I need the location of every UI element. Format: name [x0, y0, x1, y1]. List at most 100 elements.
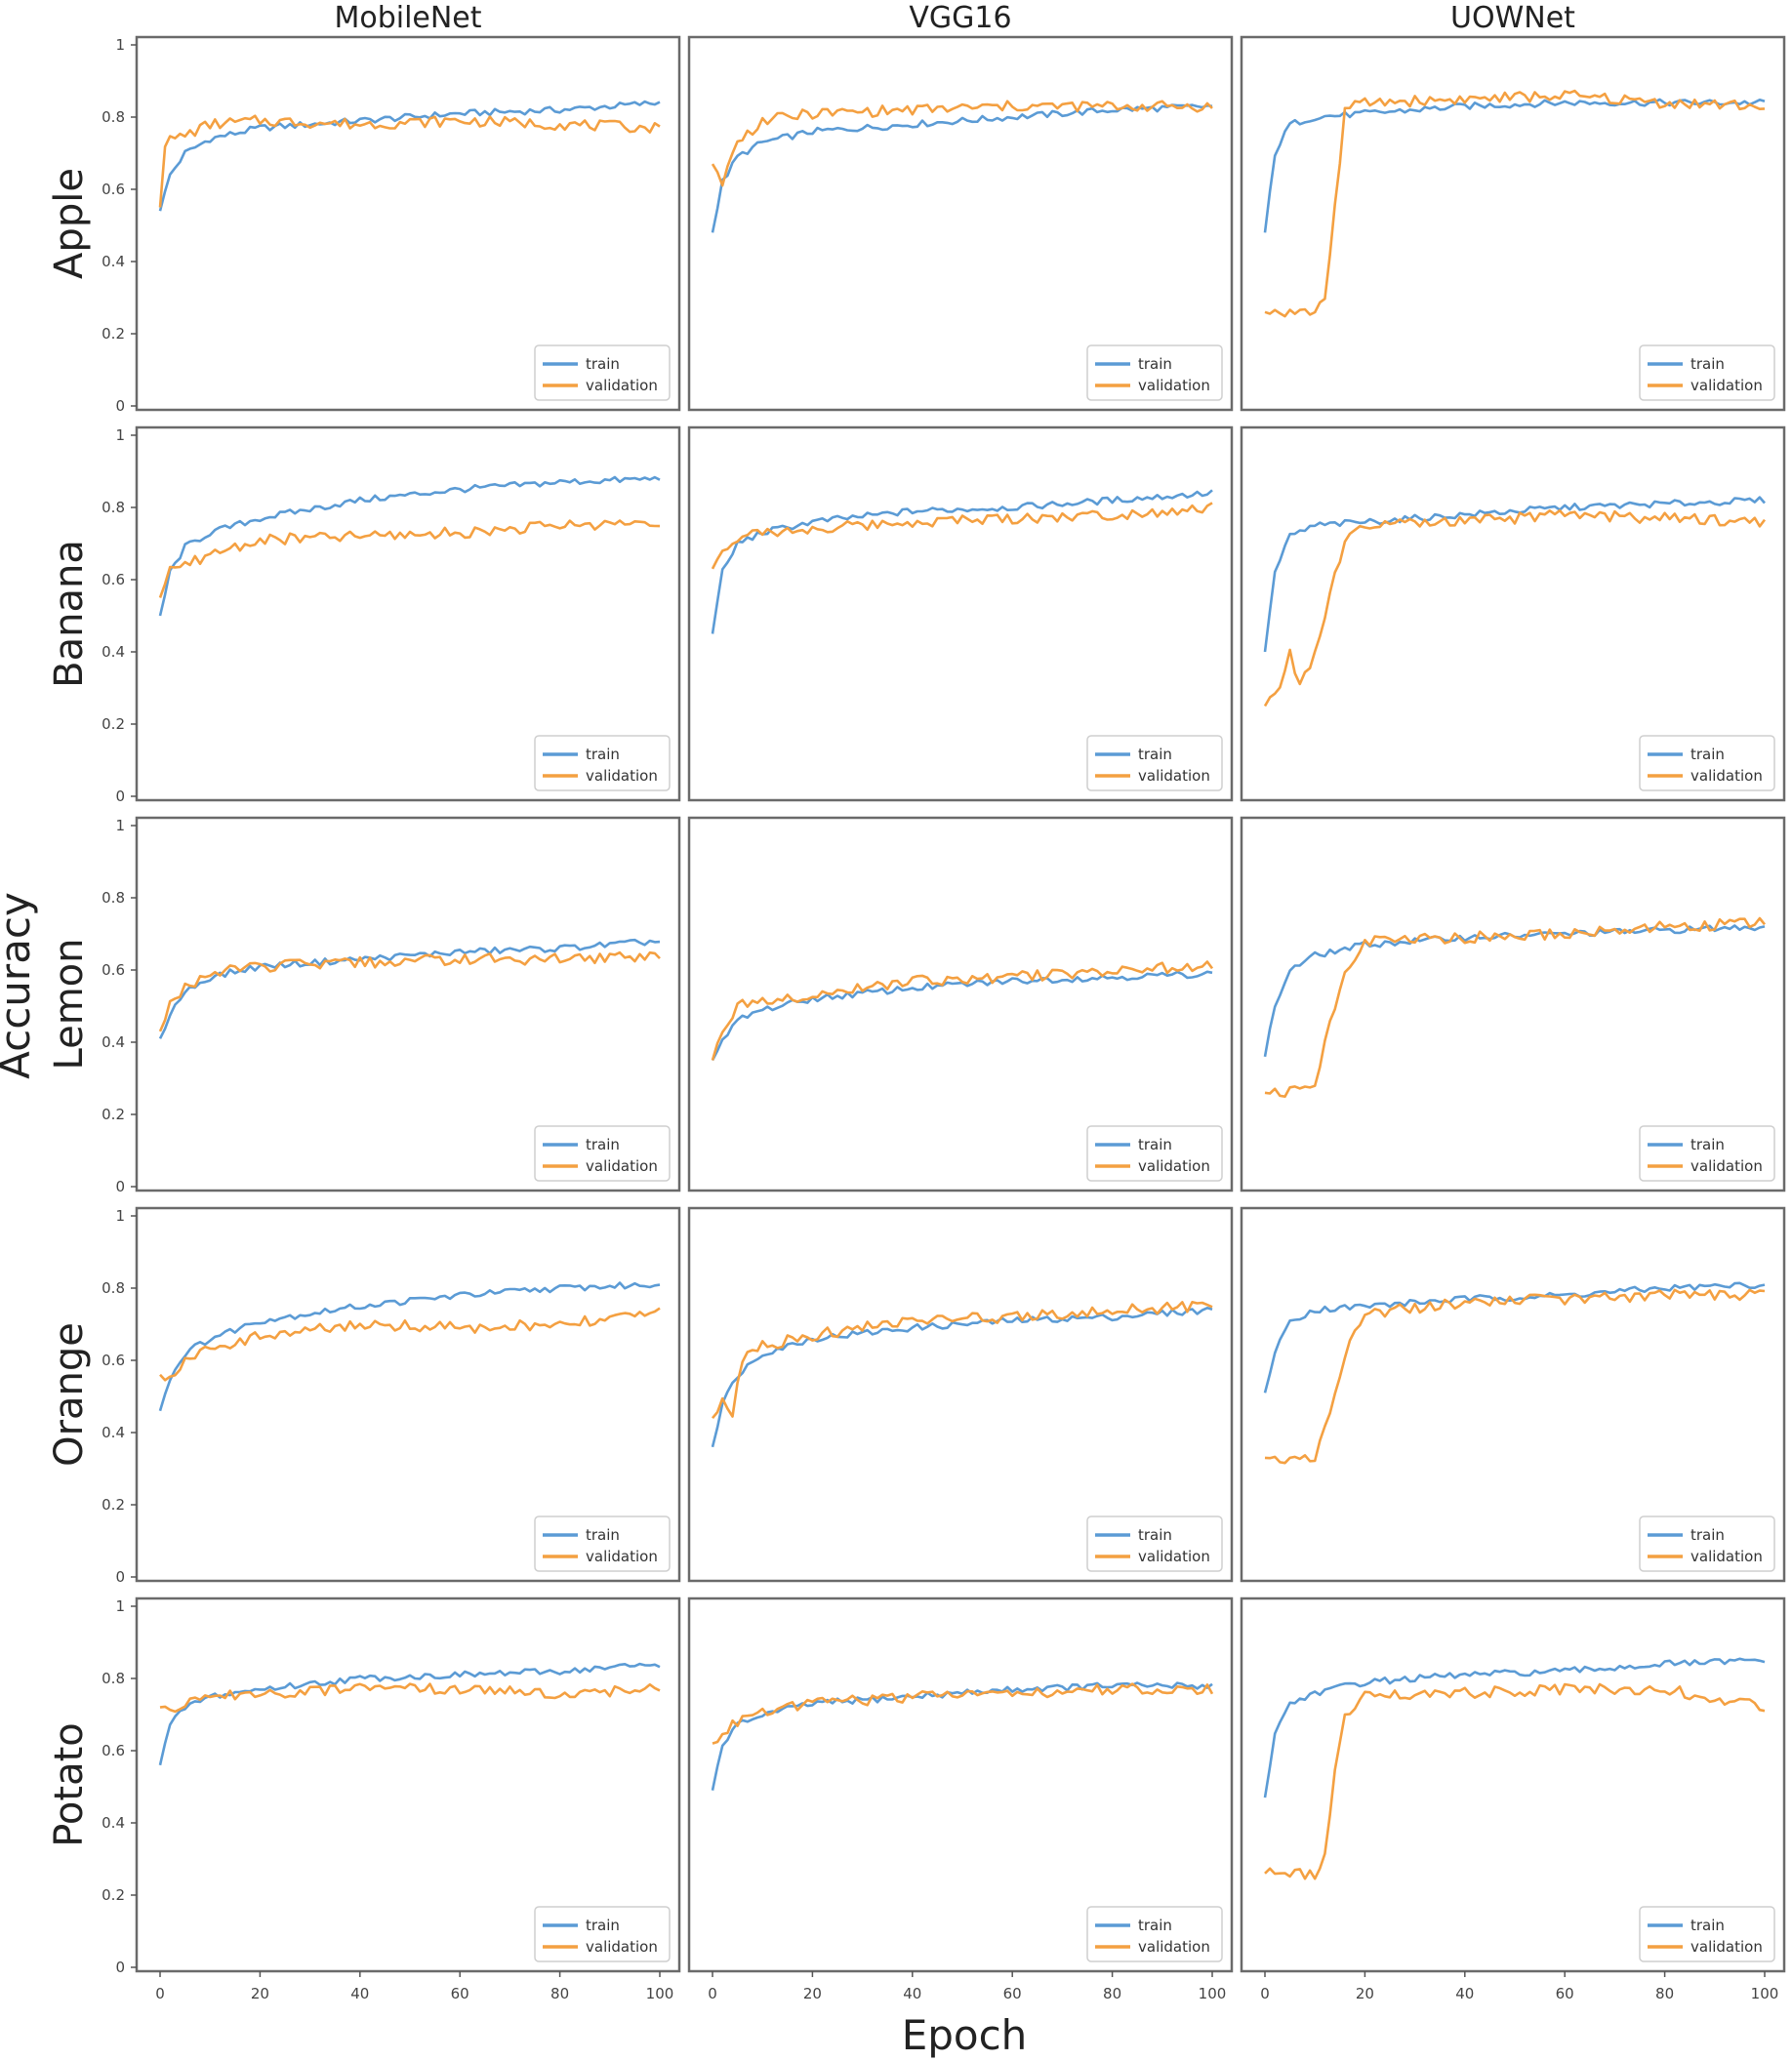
panel-banana-mobilenet: train validation: [135, 425, 681, 802]
legend-label-train: train: [1138, 1917, 1172, 1934]
series-train-line: [158, 938, 661, 1039]
legend-label-train: train: [1138, 1526, 1172, 1544]
legend-label-validation: validation: [1690, 1938, 1763, 1956]
series-validation-line: [158, 950, 661, 1032]
series-train-line: [158, 1662, 661, 1766]
y-tick-label: 0.2: [102, 325, 125, 343]
row-label-apple: Apple: [47, 168, 92, 279]
series-validation-line: [1264, 1288, 1766, 1465]
panel-banana-vgg16: train validation: [687, 425, 1234, 802]
series-validation-line: [159, 1682, 661, 1714]
legend: train validation: [534, 1125, 671, 1182]
legend-label-validation: validation: [1690, 1548, 1763, 1565]
series-train-line: [158, 1281, 661, 1412]
x-tick-label: 20: [803, 1985, 822, 2002]
y-tick-label: 1: [115, 1207, 125, 1225]
y-tick-label: 0.8: [102, 889, 125, 907]
y-tick-label: 0.8: [102, 108, 125, 126]
x-tick-label: 40: [903, 1985, 921, 2002]
series-validation-line: [711, 100, 1213, 187]
x-tick-label: 80: [1103, 1985, 1121, 2002]
legend-label-train: train: [586, 746, 620, 763]
y-tick-label: 0.6: [102, 961, 125, 979]
legend-label-validation: validation: [1138, 1548, 1210, 1565]
panel-orange-vgg16: train validation: [687, 1206, 1234, 1583]
series-validation-line: [711, 960, 1214, 1061]
row-label-potato: Potato: [47, 1722, 92, 1847]
x-tick-label: 60: [451, 1985, 469, 2002]
legend-label-validation: validation: [586, 1157, 658, 1175]
y-tick-label: 1: [115, 426, 125, 444]
x-tick-label: 0: [708, 1985, 717, 2002]
series-validation-line: [711, 1301, 1213, 1420]
x-tick-label: 60: [1556, 1985, 1574, 2002]
y-tick-label: 1: [115, 817, 125, 834]
y-tick-label: 0.6: [102, 571, 125, 588]
legend-label-validation: validation: [1138, 767, 1210, 785]
legend-label-train: train: [586, 355, 620, 373]
y-tick-label: 0: [115, 788, 125, 805]
row-label-orange: Orange: [47, 1322, 92, 1467]
y-tick-label: 0.4: [102, 1424, 125, 1441]
legend-label-validation: validation: [1690, 1157, 1763, 1175]
series-validation-line: [158, 114, 661, 208]
x-tick-label: 20: [1356, 1985, 1374, 2002]
series-train-line: [711, 489, 1213, 634]
model-title-mobilenet: MobileNet: [334, 1, 481, 35]
y-tick-label: 0.8: [102, 499, 125, 516]
legend-label-validation: validation: [586, 1548, 658, 1565]
y-tick-label: 0.4: [102, 1814, 125, 1832]
legend-label-train: train: [1690, 746, 1725, 763]
legend-label-validation: validation: [586, 767, 658, 785]
y-tick-label: 0: [115, 1568, 125, 1586]
y-tick-label: 0.2: [102, 1496, 125, 1514]
x-tick-label: 20: [251, 1985, 269, 2002]
x-tick-label: 80: [1655, 1985, 1674, 2002]
series-validation-line: [1264, 1682, 1766, 1880]
row-label-banana: Banana: [47, 540, 92, 688]
legend-label-train: train: [1138, 746, 1172, 763]
legend-label-validation: validation: [1690, 767, 1763, 785]
y-tick-label: 0.6: [102, 181, 125, 198]
legend-label-train: train: [586, 1526, 620, 1544]
y-tick-label: 0.4: [102, 643, 125, 661]
y-tick-label: 0.2: [102, 715, 125, 733]
legend: train validation: [1086, 1906, 1223, 1962]
series-validation-line: [1264, 89, 1766, 318]
panel-lemon-vgg16: train validation: [687, 816, 1234, 1192]
y-axis-label: Accuracy: [0, 892, 39, 1079]
series-train-line: [711, 103, 1213, 233]
series-train-line: [158, 475, 661, 617]
x-tick-label: 0: [155, 1985, 165, 2002]
legend: train validation: [1086, 1515, 1223, 1572]
model-title-vgg16: VGG16: [909, 1, 1011, 35]
legend-label-validation: validation: [1690, 377, 1763, 394]
legend: train validation: [1086, 735, 1223, 791]
row-label-lemon: Lemon: [47, 939, 92, 1071]
series-train-line: [158, 100, 661, 212]
series-validation-line: [158, 519, 661, 598]
y-tick-label: 0: [115, 1178, 125, 1195]
panel-potato-vgg16: train validation: [687, 1596, 1234, 1973]
y-tick-label: 1: [115, 1597, 125, 1615]
panel-potato-uownet: train validation: [1240, 1596, 1786, 1973]
x-tick-label: 0: [1260, 1985, 1270, 2002]
x-tick-label: 100: [1751, 1985, 1779, 2002]
legend-label-train: train: [1690, 1917, 1725, 1934]
y-tick-label: 0.6: [102, 1352, 125, 1369]
y-tick-label: 0.4: [102, 1033, 125, 1051]
legend-label-validation: validation: [586, 377, 658, 394]
legend: train validation: [1639, 344, 1775, 401]
panel-apple-uownet: train validation: [1240, 35, 1786, 412]
y-tick-label: 0.8: [102, 1279, 125, 1297]
legend-label-validation: validation: [586, 1938, 658, 1956]
legend: train validation: [1086, 1125, 1223, 1182]
series-train-line: [1263, 1657, 1766, 1798]
x-axis-label: Epoch: [902, 2011, 1028, 2059]
model-title-uownet: UOWNet: [1450, 1, 1575, 35]
y-tick-label: 0.2: [102, 1106, 125, 1123]
panel-lemon-mobilenet: train validation: [135, 816, 681, 1192]
series-train-line: [1263, 1281, 1766, 1394]
y-tick-label: 0.8: [102, 1670, 125, 1687]
series-validation-line: [1264, 916, 1767, 1098]
